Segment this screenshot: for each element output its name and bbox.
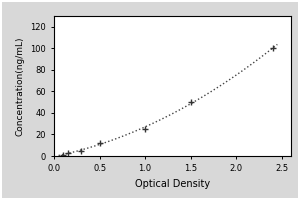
Y-axis label: Concentration(ng/mL): Concentration(ng/mL) [15, 36, 24, 136]
X-axis label: Optical Density: Optical Density [135, 179, 210, 189]
